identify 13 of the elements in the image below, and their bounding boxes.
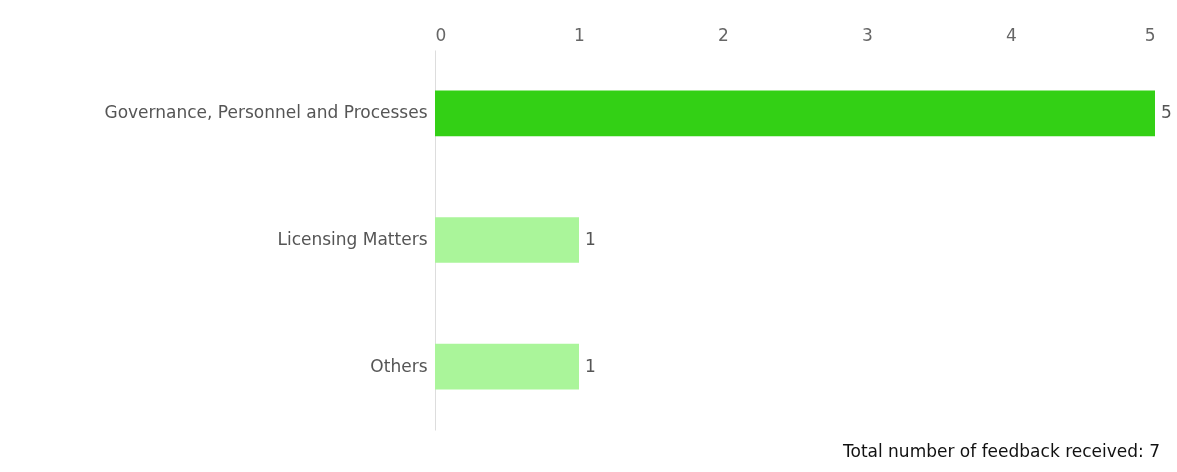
text: Total number of feedback received: 7: [841, 441, 1160, 461]
x-tick-label: 1: [574, 24, 585, 45]
x-tick-label: 3: [862, 24, 873, 45]
data-label: 5: [1161, 102, 1172, 123]
y-tick-label: Governance, Personnel and Processes: [104, 102, 428, 123]
x-tick-label: 5: [1144, 24, 1156, 45]
x-tick-label: 4: [1006, 24, 1017, 45]
x-tick-label: 0: [435, 24, 447, 45]
data-label: 1: [585, 355, 596, 376]
data-label: 1: [585, 229, 596, 249]
y-tick-label: Licensing Matters: [277, 229, 428, 249]
y-tick-label: Others: [370, 355, 428, 376]
x-tick-label: 2: [718, 24, 729, 45]
